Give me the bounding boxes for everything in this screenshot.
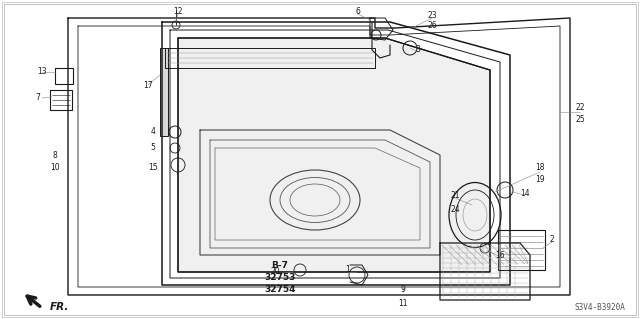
Bar <box>50 90 72 110</box>
Text: 32753: 32753 <box>264 272 296 281</box>
Text: 24: 24 <box>450 205 460 214</box>
Polygon shape <box>178 38 490 272</box>
Text: 5: 5 <box>150 144 156 152</box>
Text: 3: 3 <box>415 46 420 55</box>
Text: 4: 4 <box>150 128 156 137</box>
Text: 13: 13 <box>37 68 47 77</box>
Text: 14: 14 <box>520 189 530 197</box>
Text: 1: 1 <box>346 265 350 275</box>
Text: 9: 9 <box>401 286 405 294</box>
Text: 18: 18 <box>535 164 545 173</box>
Text: S3V4-B3920A: S3V4-B3920A <box>574 303 625 313</box>
Text: 26: 26 <box>427 21 437 31</box>
Text: 19: 19 <box>535 175 545 184</box>
Text: 15: 15 <box>148 164 158 173</box>
Text: 22: 22 <box>575 103 585 113</box>
Text: 21: 21 <box>451 190 460 199</box>
Text: 6: 6 <box>356 8 360 17</box>
Text: 8: 8 <box>52 151 58 160</box>
Text: 7: 7 <box>36 93 40 102</box>
Bar <box>55 68 73 84</box>
Text: 16: 16 <box>495 250 505 259</box>
Text: FR.: FR. <box>50 302 69 312</box>
Text: 2: 2 <box>550 235 554 244</box>
Text: 11: 11 <box>398 299 408 308</box>
Text: 17: 17 <box>143 80 153 90</box>
Text: 23: 23 <box>427 11 437 19</box>
Text: 10: 10 <box>50 164 60 173</box>
Text: 32754: 32754 <box>264 285 296 293</box>
Text: 25: 25 <box>575 115 585 124</box>
Text: 20: 20 <box>270 268 280 277</box>
Bar <box>160 48 168 136</box>
Text: 12: 12 <box>173 8 183 17</box>
Text: B-7: B-7 <box>271 261 289 270</box>
